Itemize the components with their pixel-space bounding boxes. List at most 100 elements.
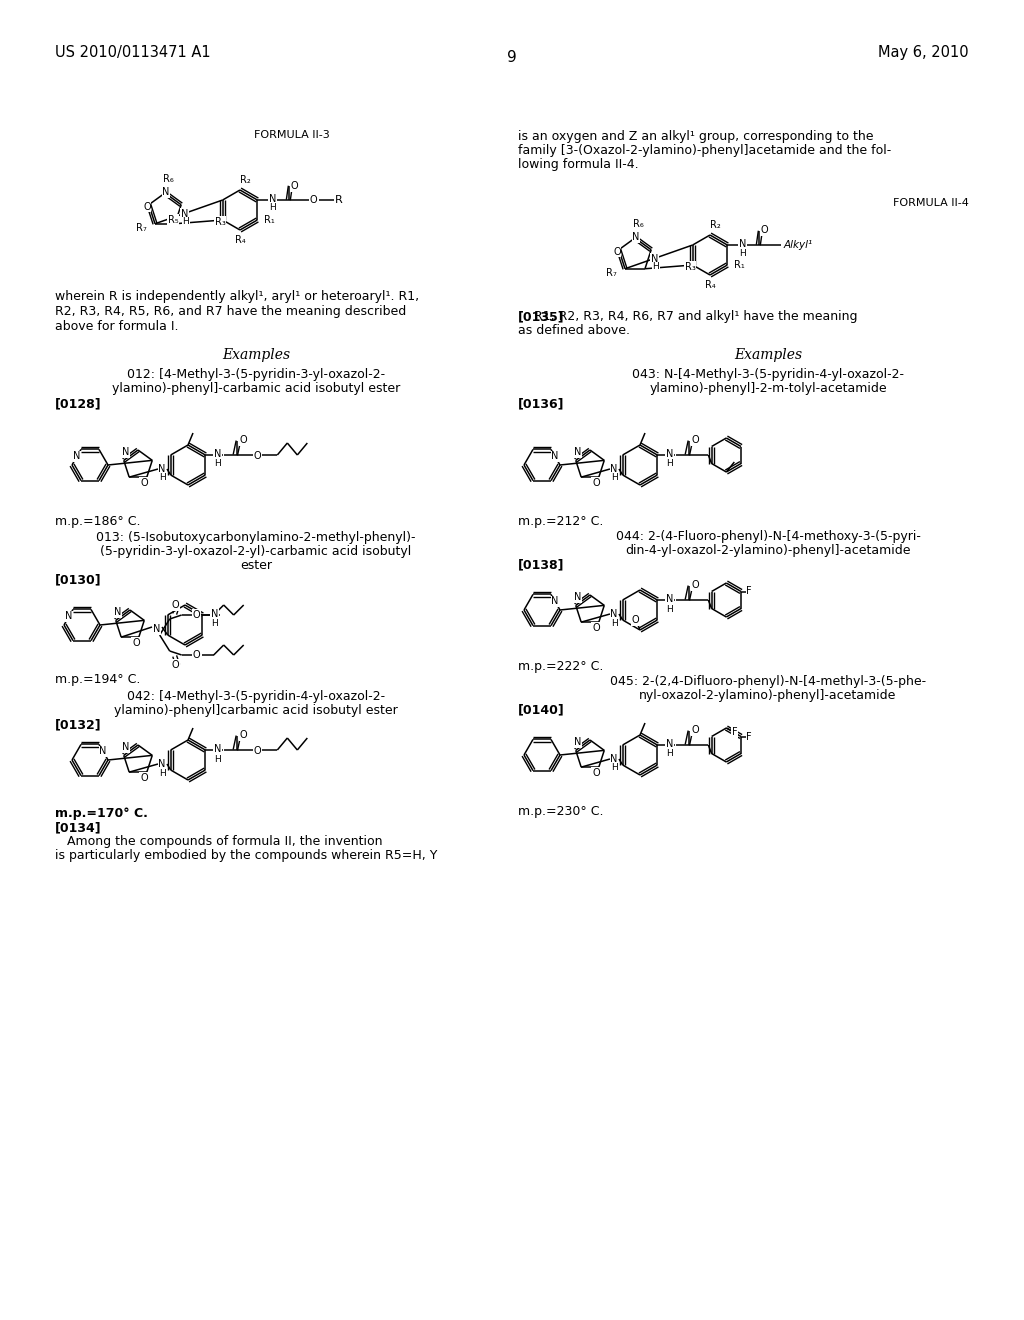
Text: N: N — [610, 754, 617, 764]
Text: H: H — [666, 459, 673, 469]
Text: m.p.=170° C.: m.p.=170° C. — [55, 807, 147, 820]
Text: US 2010/0113471 A1: US 2010/0113471 A1 — [55, 45, 211, 59]
Text: N: N — [181, 209, 188, 219]
Text: O: O — [172, 660, 179, 671]
Text: N: N — [610, 609, 617, 619]
Text: O: O — [172, 601, 179, 610]
Text: [0135]: [0135] — [518, 310, 564, 323]
Text: H: H — [211, 619, 218, 628]
Text: din-4-yl-oxazol-2-ylamino)-phenyl]-acetamide: din-4-yl-oxazol-2-ylamino)-phenyl]-aceta… — [626, 544, 910, 557]
Text: R₄: R₄ — [705, 280, 716, 290]
Text: R₇: R₇ — [135, 223, 146, 232]
Text: O: O — [592, 478, 600, 488]
Text: 043: N-[4-Methyl-3-(5-pyridin-4-yl-oxazol-2-: 043: N-[4-Methyl-3-(5-pyridin-4-yl-oxazo… — [632, 368, 904, 381]
Text: m.p.=222° C.: m.p.=222° C. — [518, 660, 603, 673]
Text: 9: 9 — [507, 50, 517, 66]
Text: N: N — [122, 742, 129, 752]
Text: Among the compounds of formula II, the invention: Among the compounds of formula II, the i… — [55, 836, 383, 847]
Text: 013: (5-Isobutoxycarbonylamino-2-methyl-phenyl)-: 013: (5-Isobutoxycarbonylamino-2-methyl-… — [96, 531, 416, 544]
Text: [0140]: [0140] — [518, 704, 565, 715]
Text: O: O — [761, 224, 768, 235]
Text: [0132]: [0132] — [55, 718, 101, 731]
Text: lowing formula II-4.: lowing formula II-4. — [518, 158, 639, 172]
Text: ylamino)-phenyl]-carbamic acid isobutyl ester: ylamino)-phenyl]-carbamic acid isobutyl … — [112, 381, 400, 395]
Text: O: O — [691, 436, 699, 445]
Text: H: H — [611, 474, 618, 483]
Text: 012: [4-Methyl-3-(5-pyridin-3-yl-oxazol-2-: 012: [4-Methyl-3-(5-pyridin-3-yl-oxazol-… — [127, 368, 385, 381]
Text: R₂: R₂ — [710, 220, 720, 230]
Text: N: N — [154, 624, 161, 634]
Text: H: H — [666, 750, 673, 759]
Text: O: O — [140, 774, 147, 783]
Text: O: O — [592, 768, 600, 777]
Text: H: H — [739, 248, 745, 257]
Text: Examples: Examples — [222, 348, 290, 362]
Text: O: O — [143, 202, 151, 211]
Text: ester: ester — [240, 558, 272, 572]
Text: N: N — [163, 187, 170, 197]
Text: H: H — [652, 263, 659, 272]
Text: R2, R3, R4, R5, R6, and R7 have the meaning described: R2, R3, R4, R5, R6, and R7 have the mean… — [55, 305, 407, 318]
Text: R: R — [335, 195, 342, 205]
Text: N: N — [666, 594, 673, 605]
Text: N: N — [551, 451, 559, 462]
Text: as defined above.: as defined above. — [518, 323, 630, 337]
Text: m.p.=212° C.: m.p.=212° C. — [518, 515, 603, 528]
Text: N: N — [574, 738, 582, 747]
Text: O: O — [592, 623, 600, 634]
Text: R₄: R₄ — [234, 235, 246, 246]
Text: family [3-(Oxazol-2-ylamino)-phenyl]acetamide and the fol-: family [3-(Oxazol-2-ylamino)-phenyl]acet… — [518, 144, 891, 157]
Text: 044: 2-(4-Fluoro-phenyl)-N-[4-methoxy-3-(5-pyri-: 044: 2-(4-Fluoro-phenyl)-N-[4-methoxy-3-… — [615, 531, 921, 543]
Text: m.p.=194° C.: m.p.=194° C. — [55, 673, 140, 686]
Text: N: N — [666, 739, 673, 748]
Text: O: O — [254, 746, 261, 756]
Text: 042: [4-Methyl-3-(5-pyridin-4-yl-oxazol-2-: 042: [4-Methyl-3-(5-pyridin-4-yl-oxazol-… — [127, 690, 385, 704]
Text: H: H — [182, 218, 189, 226]
Text: wherein R is independently alkyl¹, aryl¹ or heteroaryl¹. R1,: wherein R is independently alkyl¹, aryl¹… — [55, 290, 419, 304]
Text: N: N — [66, 611, 73, 622]
Text: N: N — [159, 759, 166, 770]
Text: N: N — [114, 607, 122, 618]
Text: May 6, 2010: May 6, 2010 — [879, 45, 969, 59]
Text: FORMULA II-4: FORMULA II-4 — [893, 198, 969, 209]
Text: [0138]: [0138] — [518, 558, 564, 572]
Text: above for formula I.: above for formula I. — [55, 319, 178, 333]
Text: N: N — [214, 449, 221, 459]
Text: F: F — [746, 731, 752, 742]
Text: F: F — [731, 727, 737, 737]
Text: (5-pyridin-3-yl-oxazol-2-yl)-carbamic acid isobutyl: (5-pyridin-3-yl-oxazol-2-yl)-carbamic ac… — [100, 545, 412, 558]
Text: R₁: R₁ — [264, 215, 274, 224]
Text: O: O — [240, 730, 247, 741]
Text: O: O — [691, 725, 699, 735]
Text: H: H — [160, 474, 166, 483]
Text: N: N — [122, 447, 129, 457]
Text: H: H — [160, 768, 166, 777]
Text: H: H — [611, 619, 618, 627]
Text: H: H — [666, 605, 673, 614]
Text: N: N — [211, 609, 218, 619]
Text: O: O — [193, 649, 201, 660]
Text: R₆: R₆ — [163, 174, 173, 183]
Text: O: O — [132, 638, 139, 648]
Text: 045: 2-(2,4-Difluoro-phenyl)-N-[4-methyl-3-(5-phe-: 045: 2-(2,4-Difluoro-phenyl)-N-[4-methyl… — [610, 675, 926, 688]
Text: N: N — [574, 593, 582, 602]
Text: N: N — [99, 746, 106, 756]
Text: O: O — [309, 195, 317, 205]
Text: O: O — [140, 478, 147, 488]
Text: O: O — [631, 615, 639, 624]
Text: R₂: R₂ — [240, 176, 251, 185]
Text: O: O — [691, 579, 699, 590]
Text: R₃: R₃ — [215, 216, 225, 227]
Text: N: N — [268, 194, 276, 205]
Text: O: O — [291, 181, 298, 191]
Text: R₇: R₇ — [605, 268, 616, 277]
Text: N: N — [551, 597, 559, 606]
Text: H: H — [214, 459, 221, 469]
Text: [0128]: [0128] — [55, 397, 101, 411]
Text: [0136]: [0136] — [518, 397, 564, 411]
Text: O: O — [193, 610, 201, 620]
Text: N: N — [159, 465, 166, 474]
Text: N: N — [632, 232, 640, 242]
Text: Alkyl¹: Alkyl¹ — [783, 240, 812, 249]
Text: ylamino)-phenyl]-2-m-tolyl-acetamide: ylamino)-phenyl]-2-m-tolyl-acetamide — [649, 381, 887, 395]
